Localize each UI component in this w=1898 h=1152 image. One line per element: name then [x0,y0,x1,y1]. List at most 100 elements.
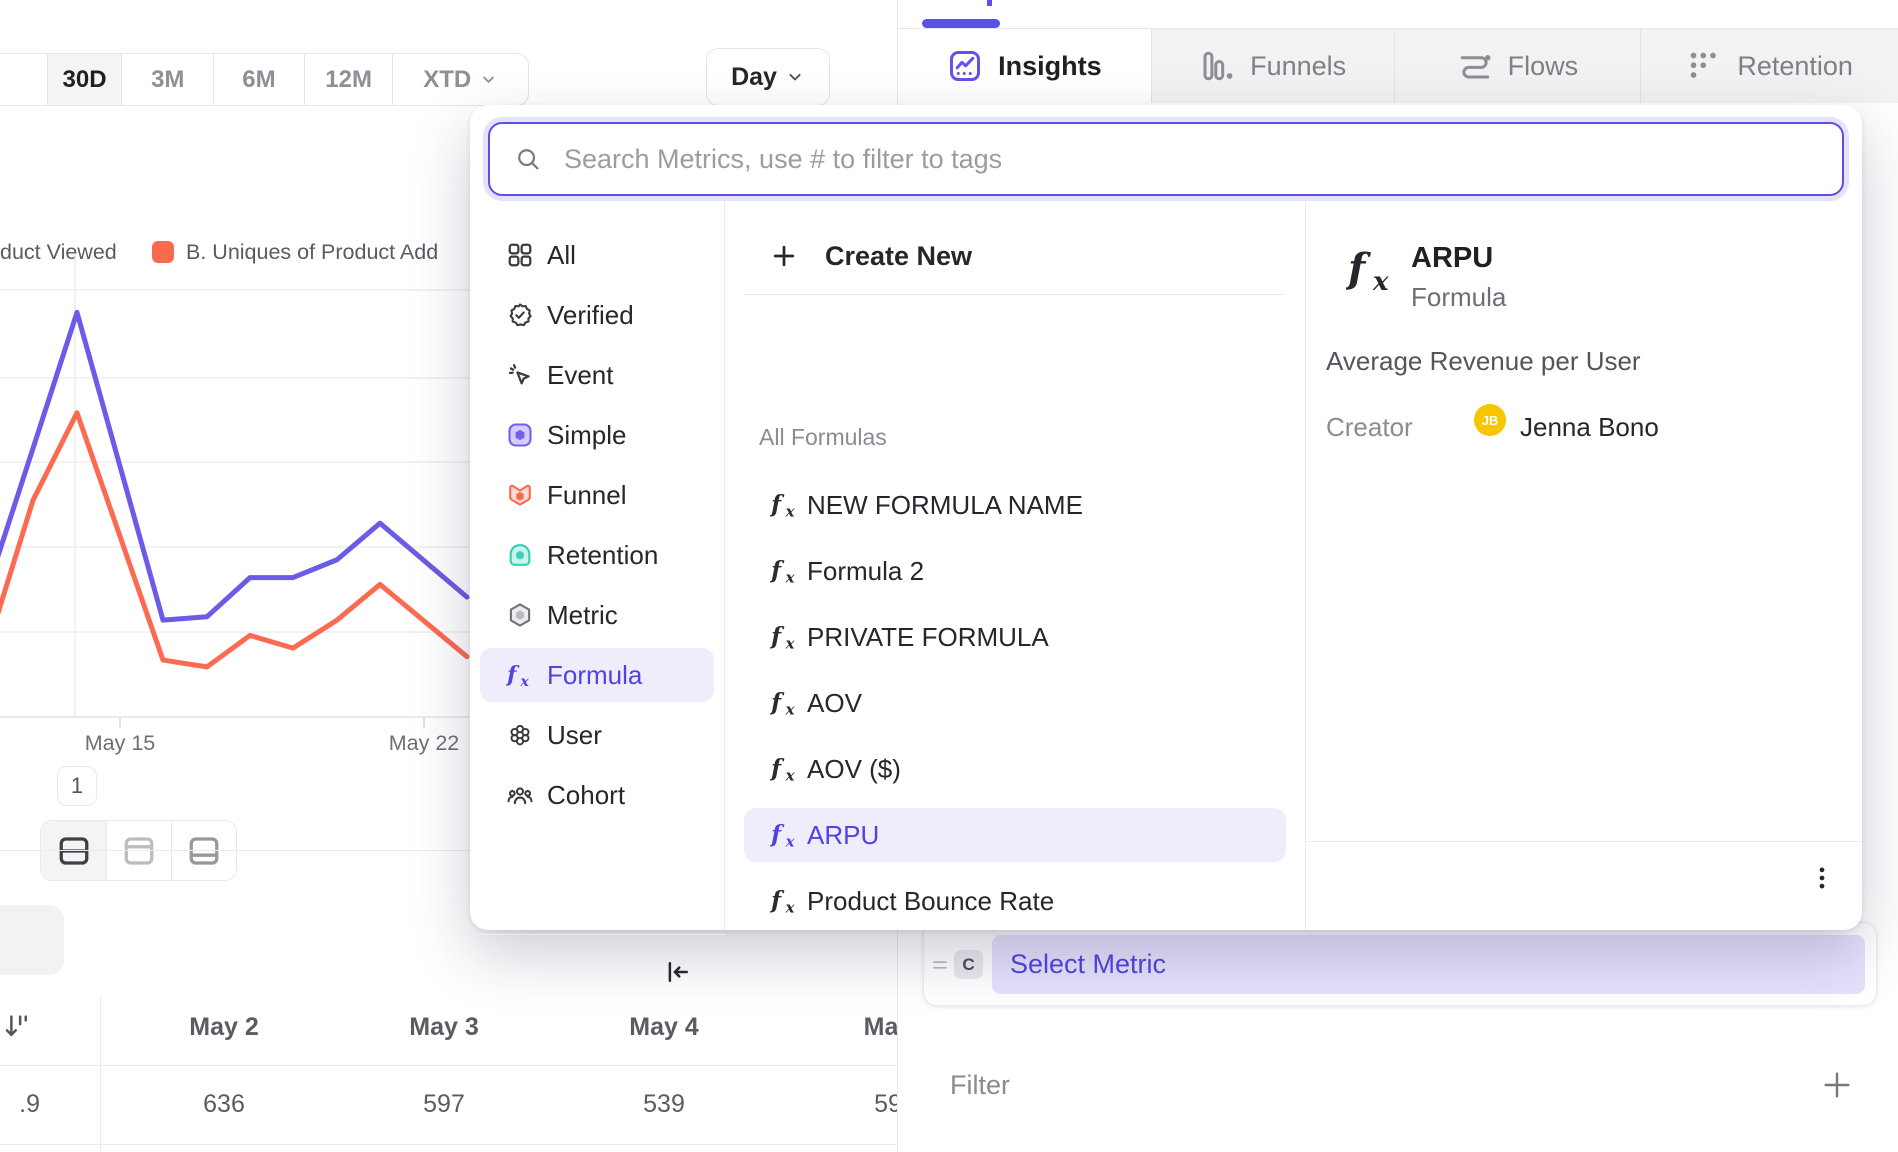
verified-icon [506,301,534,329]
formula-name: AOV [807,687,862,718]
user-icon [506,721,534,749]
formula-item-formula-2[interactable]: ƒ x Formula 2 [744,544,1286,598]
time-range-12m[interactable]: 12M [303,54,393,105]
category-cohort[interactable]: Cohort [480,768,714,822]
formula-name: Formula 2 [807,555,925,586]
filter-section-label: Filter [950,1070,1010,1100]
add-filter-button[interactable] [1820,1068,1854,1102]
category-label: Cohort [547,779,626,810]
kebab-icon [1807,863,1837,893]
time-range-label: 12M [325,65,372,93]
table-column-header[interactable]: May 4 [629,1013,699,1041]
legend-swatch-b [152,241,174,263]
flows-icon [1457,48,1493,84]
x-axis-label: May 22 [388,731,460,755]
time-range-xtd[interactable]: XTD [392,54,528,105]
sort-descending-icon[interactable] [2,1011,32,1041]
cohort-icon [506,781,534,809]
sidebar-divider [470,934,725,935]
create-new-button[interactable]: Create New [744,229,1286,283]
category-all[interactable]: All [480,228,714,282]
tab-funnels[interactable]: Funnels [1150,29,1394,103]
category-event[interactable]: Event [480,348,714,402]
tab-label: Funnels [1250,50,1347,81]
category-label: User [547,719,602,750]
category-user[interactable]: User [480,708,714,762]
list-divider [744,294,1284,295]
insights-icon [947,48,983,84]
table-column-header[interactable]: May 3 [409,1013,479,1041]
category-verified[interactable]: Verified [480,288,714,342]
report-tab-strip: Insights Funnels Flows Retention [898,28,1898,103]
time-range-stub[interactable] [0,54,47,105]
category-label: Funnel [547,479,627,510]
more-options-button[interactable] [1804,858,1840,898]
tab-flows[interactable]: Flows [1393,29,1641,103]
svg-text:x: x [785,833,796,850]
svg-text:ƒ: ƒ [770,623,785,650]
svg-text:x: x [785,635,796,652]
select-metric-button[interactable]: Select Metric [992,935,1865,994]
svg-text:ƒ: ƒ [770,689,785,716]
time-range-6m[interactable]: 6M [213,54,304,105]
detail-type: Formula [1411,282,1507,312]
svg-text:ƒ: ƒ [506,662,520,687]
creator-name: Jenna Bono [1520,412,1659,442]
avatar: JB [1474,404,1506,436]
table-column-header[interactable]: May [863,1013,898,1041]
time-range-label: 30D [62,65,107,93]
category-funnel[interactable]: Funnel [480,468,714,522]
metric-picker-modal: All Verified Event Simple Funnel Retention Met… [470,105,1862,982]
category-label: All [547,239,576,270]
formula-item-aov-[interactable]: ƒ x AOV ($) [744,742,1286,796]
svg-text:ƒ: ƒ [770,491,785,518]
tab-retention[interactable]: Retention [1640,29,1898,103]
formula-name: Product Bounce Rate [807,885,1055,916]
tab-insights[interactable]: Insights [898,29,1151,103]
formula-item-private-formula[interactable]: ƒ x PRIVATE FORMULA [744,610,1286,664]
report-tab-area: Insights Funnels Flows Retention [898,0,1898,103]
table-cell: 636 [203,1090,245,1118]
plus-icon [770,242,798,270]
section-label: All Formulas [759,424,887,450]
legend-item-b[interactable]: B. Uniques of Product Add [186,240,439,264]
time-range-30d[interactable]: 30D [46,54,122,105]
formula-name: ARPU [807,819,880,850]
formula-item-arpu[interactable]: ƒ x ARPU [744,808,1286,862]
granularity-dropdown[interactable]: Day [706,48,830,106]
formula-item-product-bounce-rate[interactable]: ƒ x Product Bounce Rate [744,874,1286,928]
table-column-divider [100,995,101,1152]
formula-item-new-formula-name[interactable]: ƒ x NEW FORMULA NAME [744,478,1286,532]
time-range-label: 3M [151,65,185,93]
collapse-sidebar-button[interactable] [660,954,696,990]
table-tab-stub[interactable] [0,905,64,975]
category-retention[interactable]: Retention [480,528,714,582]
search-input[interactable] [488,122,1844,196]
drag-handle[interactable] [928,953,952,977]
granularity-label: Day [731,62,777,91]
metric-category-sidebar: All Verified Event Simple Funnel Retention Met… [470,196,725,982]
category-metric[interactable]: Metric [480,588,714,642]
formula-item-aov[interactable]: ƒ x AOV [744,676,1286,730]
svg-text:x: x [785,701,796,718]
legend-item-a[interactable]: duct Viewed [0,240,117,264]
svg-text:ƒ: ƒ [770,887,785,914]
svg-text:ƒ: ƒ [770,557,785,584]
time-range-3m[interactable]: 3M [121,54,213,105]
page-number-badge[interactable]: 1 [57,766,97,806]
table-column-header[interactable]: May 2 [189,1013,259,1041]
svg-text:x: x [785,569,796,586]
collapse-left-icon [663,957,693,987]
event-icon [506,361,534,389]
formula-list-column: Create New All Formulas ƒ x NEW FORMULA NA… [725,196,1305,930]
category-formula[interactable]: ƒ x Formula [480,648,714,702]
tab-label: Insights [998,50,1102,81]
detail-description: Average Revenue per User [1326,346,1641,376]
category-simple[interactable]: Simple [480,408,714,462]
